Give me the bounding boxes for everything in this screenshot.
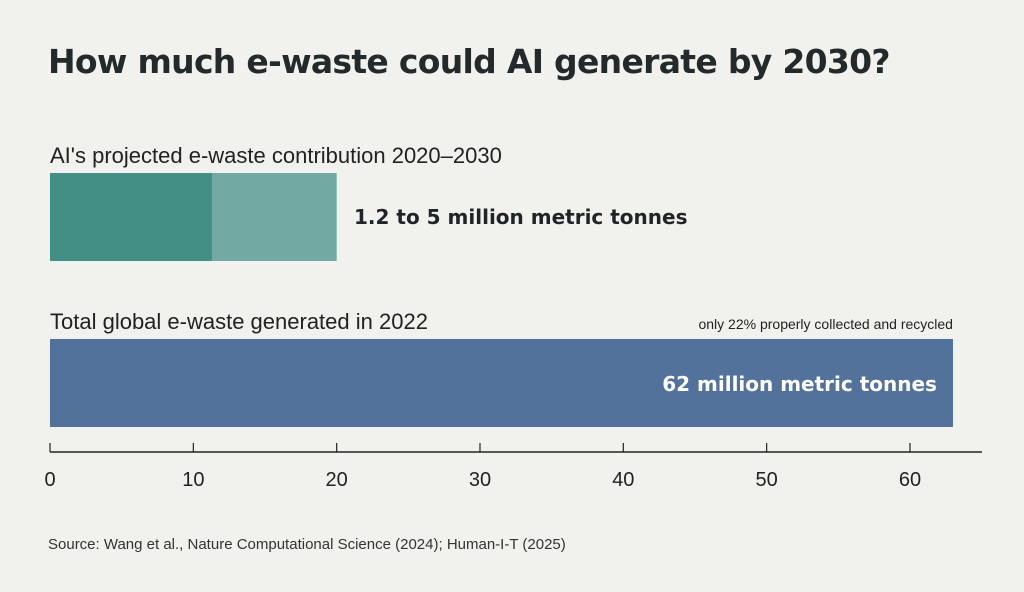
global-bar [50,339,953,427]
x-tick-label-50: 50 [756,469,778,491]
x-tick-label-0: 0 [44,469,55,491]
global-note: only 22% properly collected and recycled [698,316,952,332]
x-tick-label-10: 10 [182,469,204,491]
global-row-label: Total global e-waste generated in 2022 [50,309,428,334]
x-tick-label-60: 60 [899,469,921,491]
ai-bar-lower-segment [50,173,212,261]
global-value-label: 62 million metric tonnes [662,372,937,396]
x-tick-label-40: 40 [612,469,634,491]
x-tick-label-30: 30 [469,469,491,491]
ai-value-label: 1.2 to 5 million metric tonnes [354,205,688,229]
x-tick-label-20: 20 [326,469,348,491]
ai-row-label: AI's projected e-waste contribution 2020… [50,143,502,168]
source-note: Source: Wang et al., Nature Computationa… [48,536,566,553]
chart-title: How much e-waste could AI generate by 20… [48,42,891,81]
ai-bar-upper-segment [211,173,337,261]
